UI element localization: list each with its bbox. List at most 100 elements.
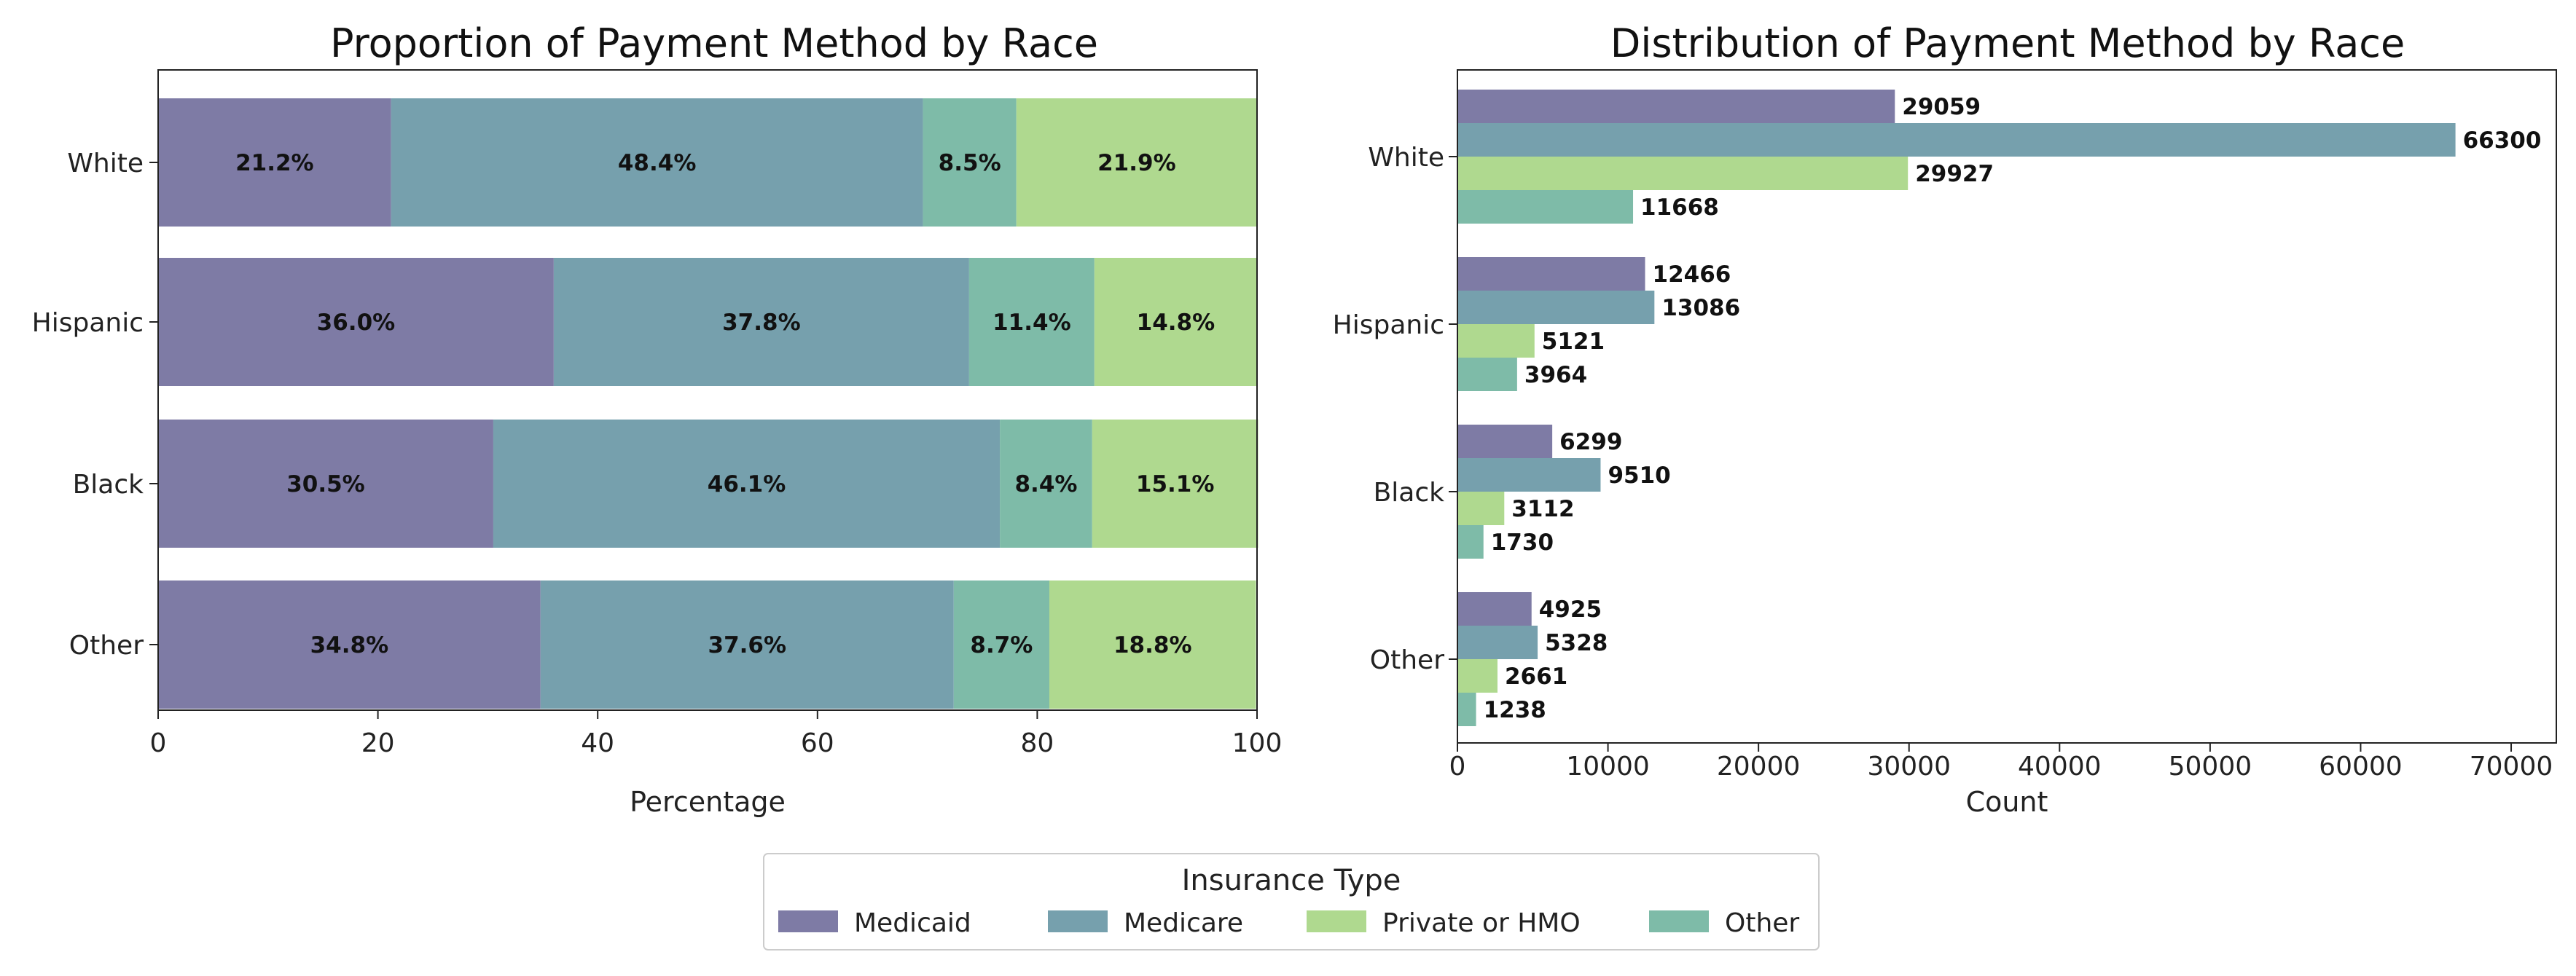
legend-swatch-medicaid bbox=[778, 910, 838, 932]
count-label-other-other: 1238 bbox=[1484, 697, 1546, 723]
x-tick-label: 40000 bbox=[2018, 752, 2102, 782]
count-label-other-medicaid: 4925 bbox=[1539, 597, 1602, 623]
count-bar-hispanic-other bbox=[1457, 358, 1517, 391]
bar-label-white-medicare: 48.4% bbox=[618, 150, 697, 176]
count-label-hispanic-private-or-hmo: 5121 bbox=[1542, 328, 1605, 355]
bar-label-hispanic-other: 11.4% bbox=[993, 310, 1071, 336]
proportion-plot-frame bbox=[157, 69, 1258, 711]
y-tick-label-white: White bbox=[1368, 143, 1444, 173]
count-bar-other-medicare bbox=[1457, 626, 1538, 659]
distribution-chart-title: Distribution of Payment Method by Race bbox=[1610, 20, 2405, 66]
legend-title: Insurance Type bbox=[1182, 864, 1401, 897]
count-bar-black-private-or-hmo bbox=[1457, 492, 1505, 525]
count-label-other-medicare: 5328 bbox=[1545, 630, 1608, 656]
bar-white-other-seg bbox=[923, 98, 1017, 227]
x-tick-label: 10000 bbox=[1566, 752, 1650, 782]
count-bar-white-private-or-hmo bbox=[1457, 157, 1908, 190]
legend-label-private-or-hmo: Private or HMO bbox=[1382, 908, 1581, 938]
bar-label-white-private-or-hmo: 21.9% bbox=[1097, 150, 1176, 176]
count-bar-black-medicaid bbox=[1457, 425, 1553, 458]
legend-swatch-medicare bbox=[1048, 910, 1108, 932]
bar-label-other-medicare: 37.6% bbox=[708, 632, 787, 658]
legend: Insurance Type Medicaid Medicare Private o… bbox=[763, 853, 1820, 951]
count-label-white-medicaid: 29059 bbox=[1902, 94, 1981, 120]
count-label-white-other: 11668 bbox=[1640, 194, 1719, 221]
proportion-chart-title: Proportion of Payment Method by Race bbox=[330, 20, 1098, 66]
x-tick-label: 100 bbox=[1232, 728, 1283, 758]
x-tick-label: 50000 bbox=[2169, 752, 2252, 782]
legend-label-medicaid: Medicaid bbox=[854, 908, 971, 938]
proportion-chart: Proportion of Payment Method by Race 21.… bbox=[32, 20, 1283, 818]
y-tick-label-black: Black bbox=[73, 470, 144, 500]
proportion-x-axis-label: Percentage bbox=[630, 786, 786, 818]
legend-frame bbox=[763, 853, 1820, 951]
bar-label-black-medicare: 46.1% bbox=[708, 471, 786, 497]
count-bar-hispanic-medicaid bbox=[1457, 257, 1645, 291]
bar-label-white-medicaid: 21.2% bbox=[235, 150, 314, 176]
bar-label-black-private-or-hmo: 15.1% bbox=[1136, 471, 1215, 497]
bar-label-black-other: 8.4% bbox=[1014, 471, 1077, 497]
count-label-hispanic-medicaid: 12466 bbox=[1653, 261, 1731, 288]
distribution-plot-frame bbox=[1457, 69, 2557, 744]
bar-black-private-or-hmo bbox=[1092, 420, 1258, 548]
count-label-black-other: 1730 bbox=[1491, 530, 1554, 556]
x-tick-label: 40 bbox=[581, 728, 614, 758]
bar-black-medicaid bbox=[158, 420, 493, 548]
bar-white-medicare bbox=[391, 98, 923, 227]
y-tick-label-hispanic: Hispanic bbox=[1333, 310, 1444, 340]
count-label-hispanic-medicare: 13086 bbox=[1661, 295, 1740, 321]
count-label-white-private-or-hmo: 29927 bbox=[1915, 161, 1994, 187]
count-label-other-private-or-hmo: 2661 bbox=[1505, 664, 1567, 690]
count-label-white-medicare: 66300 bbox=[2463, 127, 2542, 154]
bar-other-medicaid bbox=[158, 581, 541, 709]
distribution-chart: Distribution of Payment Method by Race 2… bbox=[1333, 20, 2557, 818]
bar-other-other-seg bbox=[953, 581, 1049, 709]
x-tick-label: 60 bbox=[801, 728, 834, 758]
count-bar-other-private-or-hmo bbox=[1457, 659, 1498, 693]
count-bar-other-medicaid bbox=[1457, 592, 1532, 626]
bar-label-hispanic-medicaid: 36.0% bbox=[317, 310, 396, 336]
x-tick-label: 0 bbox=[1449, 752, 1466, 782]
x-tick-label: 60000 bbox=[2319, 752, 2403, 782]
legend-label-medicare: Medicare bbox=[1124, 908, 1243, 938]
count-bar-white-medicaid bbox=[1457, 90, 1895, 123]
count-bar-white-medicare bbox=[1457, 123, 2456, 157]
x-tick-label: 20 bbox=[361, 728, 395, 758]
legend-label-other: Other bbox=[1725, 908, 1799, 938]
count-label-black-medicaid: 6299 bbox=[1559, 429, 1622, 455]
count-bar-hispanic-medicare bbox=[1457, 291, 1655, 324]
count-bar-white-other bbox=[1457, 190, 1634, 224]
y-tick-label-white: White bbox=[67, 149, 144, 178]
count-bar-other-other bbox=[1457, 693, 1476, 726]
bar-label-hispanic-medicare: 37.8% bbox=[722, 310, 801, 336]
x-tick-label: 70000 bbox=[2470, 752, 2553, 782]
bar-label-black-medicaid: 30.5% bbox=[286, 471, 365, 497]
x-tick-label: 80 bbox=[1020, 728, 1054, 758]
count-label-black-private-or-hmo: 3112 bbox=[1511, 496, 1574, 522]
bar-white-private-or-hmo bbox=[1016, 98, 1257, 227]
bar-hispanic-medicaid bbox=[158, 258, 554, 386]
distribution-x-axis-label: Count bbox=[1966, 786, 2048, 818]
count-bar-black-other bbox=[1457, 525, 1484, 559]
y-tick-label-other: Other bbox=[69, 631, 144, 661]
bar-black-medicare bbox=[493, 420, 1001, 548]
count-bar-hispanic-private-or-hmo bbox=[1457, 324, 1535, 358]
y-tick-label-black: Black bbox=[1374, 478, 1445, 508]
x-tick-label: 20000 bbox=[1717, 752, 1801, 782]
bar-label-white-other: 8.5% bbox=[939, 150, 1001, 176]
count-label-hispanic-other: 3964 bbox=[1524, 362, 1587, 388]
legend-swatch-private-or-hmo bbox=[1307, 910, 1366, 932]
y-tick-label-other: Other bbox=[1370, 645, 1444, 675]
x-tick-label: 0 bbox=[150, 728, 167, 758]
y-tick-label-hispanic: Hispanic bbox=[32, 308, 144, 338]
bar-other-private-or-hmo bbox=[1049, 581, 1256, 709]
bar-black-other-seg bbox=[1000, 420, 1092, 548]
legend-swatch-other bbox=[1649, 910, 1709, 932]
bar-label-other-other: 8.7% bbox=[970, 632, 1033, 658]
bar-hispanic-medicare bbox=[553, 258, 969, 386]
bar-label-other-private-or-hmo: 18.8% bbox=[1113, 632, 1192, 658]
count-label-black-medicare: 9510 bbox=[1608, 463, 1670, 489]
bar-hispanic-other-seg bbox=[968, 258, 1095, 386]
bar-label-hispanic-private-or-hmo: 14.8% bbox=[1137, 310, 1215, 336]
